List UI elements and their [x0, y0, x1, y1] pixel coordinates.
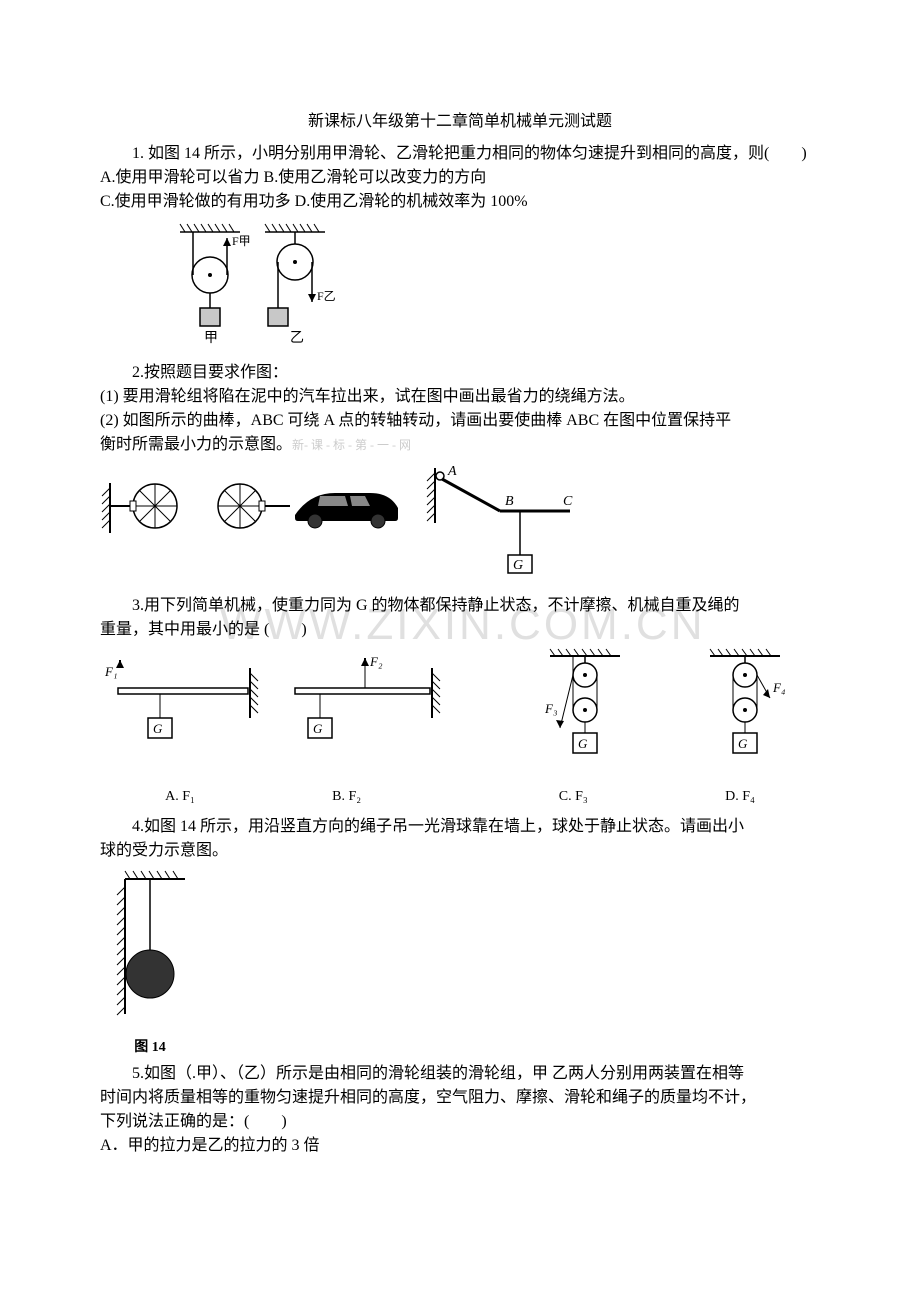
- q1-opt-ab: A.使用甲滑轮可以省力 B.使用乙滑轮可以改变力的方向: [100, 166, 820, 190]
- q2-note: 新- 课 - 标 - 第 - 一 - 网: [292, 438, 411, 452]
- svg-text:B: B: [505, 494, 514, 509]
- q3-head: 3.用下列简单机械，使重力同为 G 的物体都保持静止状态，不计摩擦、机械自重及绳…: [100, 594, 820, 618]
- q3-figure-row: F₁ G F₂ G: [100, 648, 820, 783]
- q3-head2: 重量，其中用最小的是 ( ): [100, 618, 820, 642]
- q1-f-yi-label: F乙: [317, 289, 336, 303]
- q5-head2: 时间内将质量相等的重物匀速提升相同的高度，空气阻力、摩擦、滑轮和绳子的质量均不计…: [100, 1086, 820, 1110]
- page-title: 新课标八年级第十二章简单机械单元测试题: [100, 110, 820, 134]
- q5-opt-a: A．甲的拉力是乙的拉力的 3 倍: [100, 1134, 820, 1158]
- svg-text:A: A: [447, 464, 457, 479]
- q4-fig-label: 图 14: [100, 1036, 200, 1056]
- svg-text:G: G: [578, 736, 588, 751]
- q1-yi-label: 乙: [290, 330, 304, 346]
- q3-opt-a: A. F₁: [100, 789, 260, 805]
- q2-head: 2.按照题目要求作图：: [100, 361, 820, 385]
- svg-text:G: G: [153, 721, 163, 736]
- q3-opt-d: D. F₄: [660, 789, 820, 805]
- q5-head: 5.如图（.甲）、（乙）所示是由相同的滑轮组装的滑轮组，甲 乙两人分别用两装置在…: [100, 1062, 820, 1086]
- q4-figure: 图 14: [100, 869, 820, 1056]
- svg-text:G: G: [513, 558, 523, 573]
- svg-text:C: C: [563, 494, 573, 509]
- q2-figure: A B C G: [100, 463, 820, 588]
- svg-text:F₁: F₁: [104, 664, 117, 679]
- q5-head3: 下列说法正确的是：( ): [100, 1110, 820, 1134]
- q1-f-jia-label: F甲: [232, 234, 251, 248]
- svg-text:F₄: F₄: [772, 680, 786, 695]
- q3-opt-c: C. F₃: [493, 789, 653, 805]
- q2-p2b: 衡时所需最小力的示意图。新- 课 - 标 - 第 - 一 - 网: [100, 433, 820, 457]
- svg-text:F₂: F₂: [369, 654, 383, 669]
- q1-figure: F甲 甲 F乙 乙: [160, 220, 820, 355]
- q3-opt-b: B. F₂: [267, 789, 427, 805]
- q1-opt-cd: C.使用甲滑轮做的有用功多 D.使用乙滑轮的机械效率为 100%: [100, 190, 820, 214]
- svg-text:G: G: [313, 721, 323, 736]
- q4-text: 4.如图 14 所示，用沿竖直方向的绳子吊一光滑球靠在墙上，球处于静止状态。请画…: [100, 815, 820, 839]
- q2-p1: (1) 要用滑轮组将陷在泥中的汽车拉出来，试在图中画出最省力的绕绳方法。: [100, 385, 820, 409]
- q3-options: A. F₁ B. F₂ C. F₃ D. F₄: [100, 789, 820, 805]
- q2-p2a: (2) 如图所示的曲棒，ABC 可绕 A 点的转轴转动，请画出要使曲棒 ABC …: [100, 409, 820, 433]
- q1-text: 1. 如图 14 所示，小明分别用甲滑轮、乙滑轮把重力相同的物体匀速提升到相同的…: [100, 142, 820, 166]
- svg-text:G: G: [738, 736, 748, 751]
- q1-jia-label: 甲: [204, 331, 218, 346]
- svg-text:F₃: F₃: [544, 701, 557, 716]
- q4-text2: 球的受力示意图。: [100, 839, 820, 863]
